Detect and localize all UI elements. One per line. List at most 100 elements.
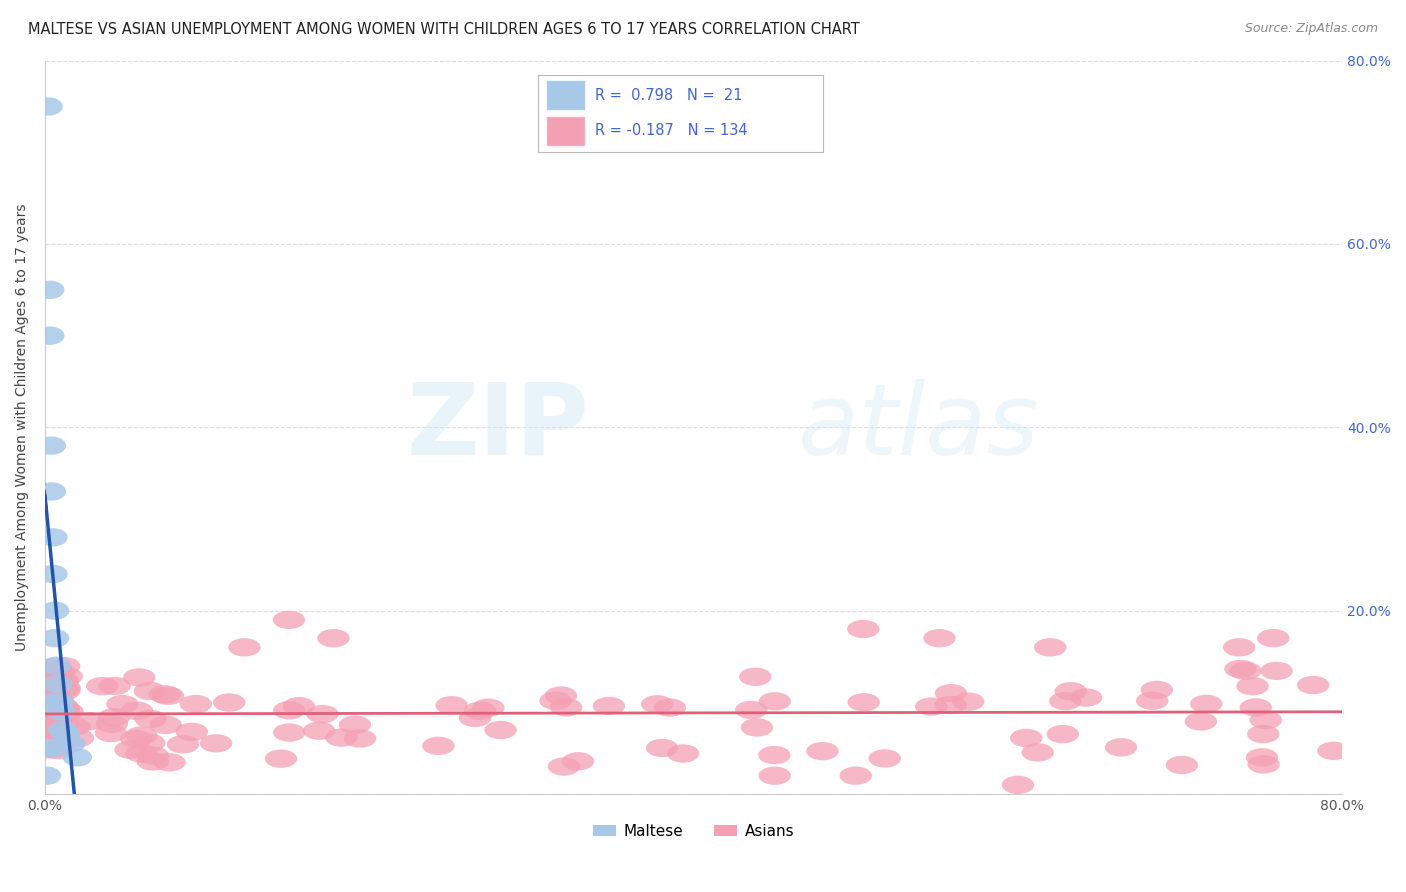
Ellipse shape <box>1317 741 1350 760</box>
Ellipse shape <box>1140 681 1173 699</box>
Ellipse shape <box>34 693 63 712</box>
Ellipse shape <box>96 714 128 733</box>
Ellipse shape <box>273 701 305 720</box>
Ellipse shape <box>735 701 768 719</box>
Ellipse shape <box>94 724 127 742</box>
Ellipse shape <box>593 697 626 715</box>
Ellipse shape <box>641 695 673 714</box>
Text: atlas: atlas <box>797 379 1039 475</box>
Ellipse shape <box>273 611 305 629</box>
Ellipse shape <box>44 675 73 693</box>
Ellipse shape <box>46 672 79 690</box>
Ellipse shape <box>63 748 91 766</box>
Ellipse shape <box>1246 748 1278 766</box>
Ellipse shape <box>1260 662 1292 680</box>
Ellipse shape <box>540 691 572 710</box>
Ellipse shape <box>472 698 505 717</box>
Ellipse shape <box>758 746 790 764</box>
Ellipse shape <box>48 700 80 719</box>
Ellipse shape <box>200 734 232 753</box>
Ellipse shape <box>1257 629 1289 648</box>
Ellipse shape <box>34 740 66 758</box>
Ellipse shape <box>56 734 86 753</box>
Ellipse shape <box>1033 638 1066 657</box>
Ellipse shape <box>1298 676 1330 694</box>
Ellipse shape <box>59 717 91 736</box>
Ellipse shape <box>1240 698 1272 716</box>
Ellipse shape <box>806 742 838 760</box>
Ellipse shape <box>125 744 157 763</box>
Ellipse shape <box>41 601 69 620</box>
Ellipse shape <box>550 698 582 716</box>
Ellipse shape <box>1054 682 1087 700</box>
Ellipse shape <box>458 709 491 727</box>
Ellipse shape <box>62 729 94 747</box>
Ellipse shape <box>37 658 69 677</box>
Ellipse shape <box>38 713 70 731</box>
Ellipse shape <box>32 720 65 739</box>
Ellipse shape <box>1046 725 1078 743</box>
Ellipse shape <box>562 752 595 771</box>
Ellipse shape <box>846 620 880 638</box>
Ellipse shape <box>149 685 181 704</box>
Ellipse shape <box>32 731 65 749</box>
Ellipse shape <box>915 698 948 715</box>
Ellipse shape <box>41 629 69 648</box>
Ellipse shape <box>1049 692 1081 710</box>
Ellipse shape <box>48 657 80 675</box>
Y-axis label: Unemployment Among Women with Children Ages 6 to 17 years: Unemployment Among Women with Children A… <box>15 203 30 651</box>
Ellipse shape <box>422 737 454 755</box>
Ellipse shape <box>35 326 65 345</box>
Ellipse shape <box>645 739 678 757</box>
Ellipse shape <box>176 723 208 741</box>
Ellipse shape <box>38 565 67 583</box>
Ellipse shape <box>302 722 335 740</box>
Ellipse shape <box>758 766 792 785</box>
Ellipse shape <box>120 730 152 748</box>
Ellipse shape <box>436 696 468 714</box>
Ellipse shape <box>30 711 62 730</box>
Ellipse shape <box>38 728 70 747</box>
Ellipse shape <box>121 701 153 720</box>
Ellipse shape <box>544 687 578 705</box>
Ellipse shape <box>1225 660 1257 678</box>
Ellipse shape <box>107 695 139 714</box>
Ellipse shape <box>32 673 65 691</box>
Ellipse shape <box>42 657 70 675</box>
Ellipse shape <box>125 726 157 745</box>
Ellipse shape <box>759 692 792 711</box>
Ellipse shape <box>124 668 156 687</box>
Ellipse shape <box>283 697 315 715</box>
Ellipse shape <box>1166 756 1198 774</box>
Ellipse shape <box>924 629 956 648</box>
Ellipse shape <box>32 766 62 785</box>
Legend: Maltese, Asians: Maltese, Asians <box>586 818 800 845</box>
Ellipse shape <box>228 638 260 657</box>
Ellipse shape <box>42 690 75 709</box>
Ellipse shape <box>114 740 146 759</box>
Ellipse shape <box>46 698 79 715</box>
Ellipse shape <box>134 733 166 752</box>
Ellipse shape <box>264 749 297 768</box>
Ellipse shape <box>548 757 581 776</box>
Ellipse shape <box>48 704 80 723</box>
Ellipse shape <box>38 739 67 757</box>
Ellipse shape <box>51 667 83 685</box>
Ellipse shape <box>37 710 69 729</box>
Ellipse shape <box>307 705 339 723</box>
Ellipse shape <box>48 679 82 698</box>
Ellipse shape <box>149 715 181 734</box>
Ellipse shape <box>32 688 65 706</box>
Ellipse shape <box>935 684 967 702</box>
Ellipse shape <box>1189 695 1222 713</box>
Ellipse shape <box>1229 662 1261 680</box>
Ellipse shape <box>1105 739 1137 756</box>
Ellipse shape <box>1247 725 1279 743</box>
Ellipse shape <box>46 702 76 721</box>
Ellipse shape <box>42 741 75 759</box>
Ellipse shape <box>1022 743 1054 762</box>
Ellipse shape <box>952 692 984 711</box>
Ellipse shape <box>839 766 872 785</box>
Ellipse shape <box>318 629 350 648</box>
Ellipse shape <box>45 693 75 712</box>
